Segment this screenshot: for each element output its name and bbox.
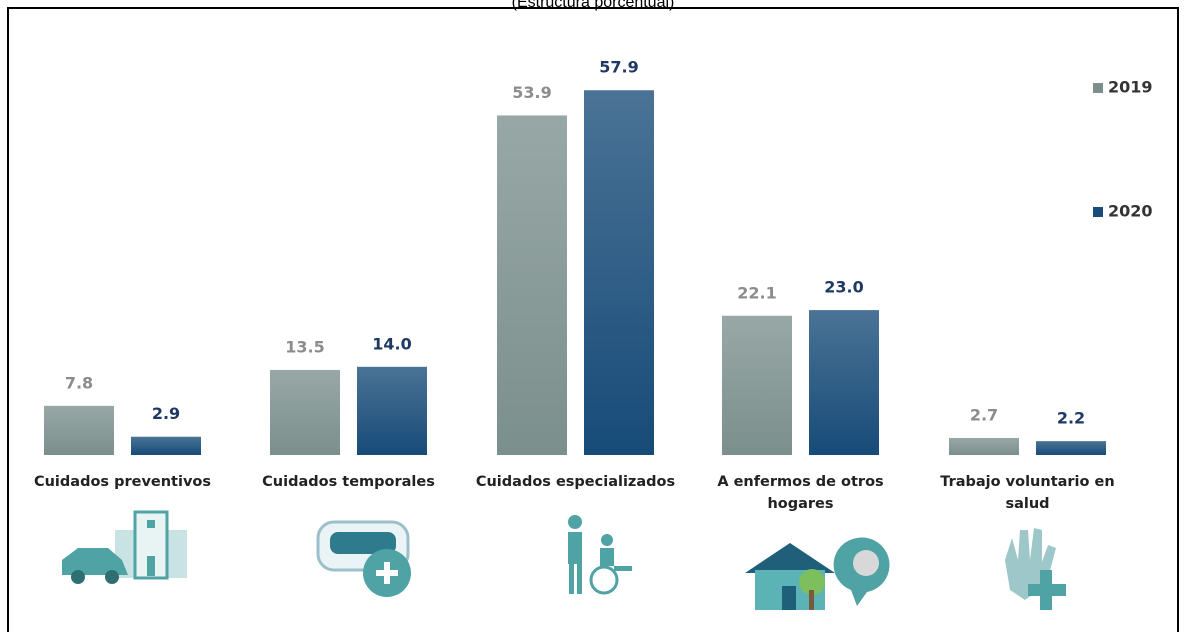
bar <box>949 437 1019 455</box>
value-label: 22.1 <box>737 283 776 302</box>
legend-swatch <box>1093 207 1103 217</box>
icon-wheelchair <box>568 515 632 595</box>
bar <box>44 405 114 455</box>
x-tick-label: Cuidados preventivos <box>33 474 212 490</box>
icon-mask <box>316 520 411 597</box>
icons <box>62 510 1066 610</box>
x-tick-label: A enfermos de otros hogares <box>717 474 884 512</box>
value-label: 14.0 <box>372 334 411 353</box>
value-label: 7.8 <box>65 373 93 392</box>
icon-car-hospital <box>62 510 187 584</box>
bar <box>584 90 654 455</box>
legend-swatch <box>1093 83 1103 93</box>
bar <box>131 436 201 455</box>
value-label: 57.9 <box>599 58 638 77</box>
bar <box>722 315 792 455</box>
bar <box>497 115 567 456</box>
legend-label: 2020 <box>1108 202 1153 221</box>
value-label: 53.9 <box>512 83 551 102</box>
bar <box>1036 441 1106 455</box>
icon-hand <box>1005 528 1066 610</box>
bar <box>270 369 340 455</box>
chart-subtitle: (Estructura porcentual) <box>512 0 675 11</box>
value-label: 23.0 <box>824 278 863 297</box>
x-tick-label: Cuidados especializados <box>475 474 676 490</box>
icon-house <box>745 537 890 610</box>
value-label: 2.9 <box>152 404 180 423</box>
x-tick-label: Cuidados temporales <box>262 474 435 490</box>
legend-label: 2019 <box>1108 78 1153 97</box>
x-tick-label: Trabajo voluntario en salud <box>940 474 1115 512</box>
value-label: 13.5 <box>285 337 324 356</box>
chart-border <box>7 7 1179 632</box>
value-label: 2.2 <box>1057 409 1085 428</box>
value-label: 2.7 <box>970 405 998 424</box>
bar <box>357 366 427 455</box>
bar <box>809 310 879 455</box>
